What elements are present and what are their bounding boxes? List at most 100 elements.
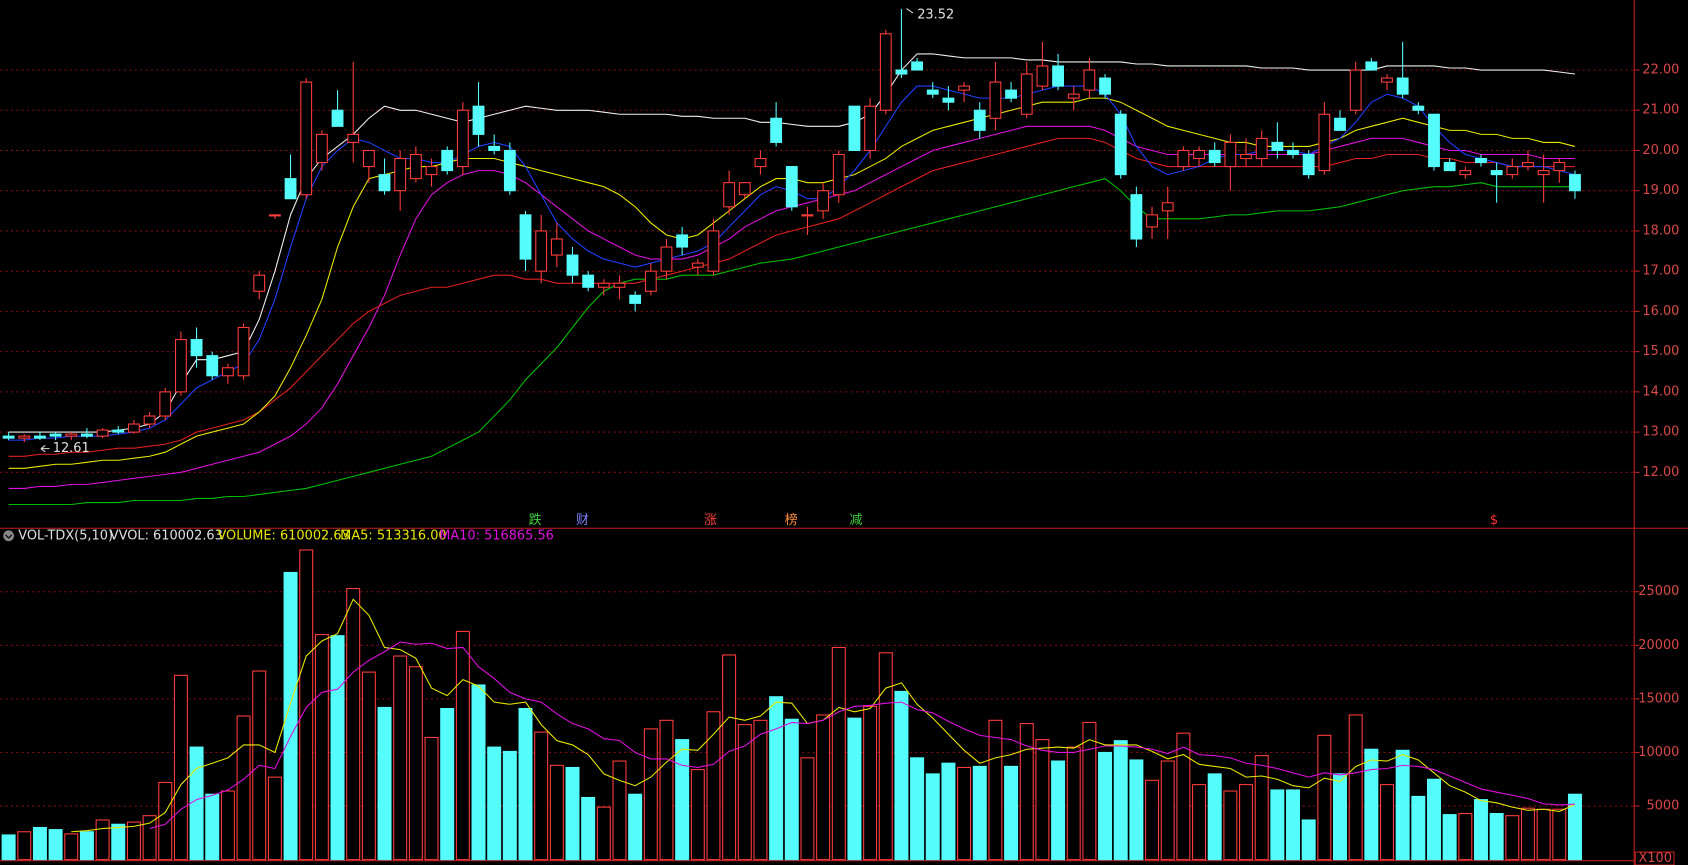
volume-bar bbox=[158, 781, 173, 861]
candle-body bbox=[268, 214, 281, 217]
candle-body bbox=[1005, 89, 1017, 99]
volume-bar bbox=[863, 705, 878, 861]
volume-bar bbox=[847, 717, 862, 861]
candle-body bbox=[1553, 162, 1566, 172]
candle-body bbox=[879, 33, 892, 111]
candle-body bbox=[1052, 65, 1064, 87]
candle-body bbox=[472, 105, 485, 135]
candle-body bbox=[926, 89, 939, 95]
volume-bar bbox=[1552, 808, 1567, 861]
price-panel: 12.00 13.00 14.00 15.00 16.00 17.00 18.00 19.00… bbox=[0, 8, 1679, 506]
candle-body bbox=[394, 157, 407, 192]
y-tick-label: 12.00 bbox=[1642, 465, 1679, 480]
candle-body bbox=[1318, 113, 1331, 172]
toggle-icon[interactable] bbox=[3, 530, 14, 542]
volume-bar bbox=[1035, 739, 1050, 861]
candle-body bbox=[550, 238, 563, 256]
volume-bar bbox=[205, 793, 220, 861]
volume-bar bbox=[1098, 751, 1113, 861]
volume-bar bbox=[267, 776, 282, 861]
candle-body bbox=[535, 230, 548, 272]
volume-bar bbox=[1051, 760, 1066, 861]
candle-body bbox=[488, 145, 501, 152]
volume-bar bbox=[565, 766, 580, 861]
candle-body bbox=[18, 435, 31, 439]
volume-bar bbox=[32, 826, 47, 861]
candle-body bbox=[441, 149, 454, 172]
volume-bar bbox=[126, 821, 141, 861]
candle-body bbox=[519, 214, 532, 260]
y-tick-label: 15.00 bbox=[1642, 344, 1679, 359]
signal: $ bbox=[1490, 513, 1498, 528]
candle-body bbox=[378, 174, 391, 192]
candle-body bbox=[347, 133, 360, 143]
candle-body bbox=[1255, 137, 1268, 160]
candle-body bbox=[958, 85, 971, 91]
unit-label: X100 bbox=[1638, 851, 1671, 865]
y-tick-label: 16.00 bbox=[1642, 304, 1679, 319]
volume-bar bbox=[142, 815, 157, 861]
candle-body bbox=[112, 429, 125, 433]
volume-panel: 5000 10000 15000 20000 25000 bbox=[0, 549, 1679, 861]
volume-bar bbox=[1239, 784, 1254, 861]
unit-box bbox=[1634, 851, 1675, 865]
volume-bar bbox=[1364, 748, 1379, 861]
candle-body bbox=[1412, 105, 1425, 111]
volume-bar bbox=[1176, 732, 1191, 861]
signal: 榜 bbox=[785, 512, 798, 528]
y-tick-label: 25000 bbox=[1638, 584, 1679, 599]
volume-bar bbox=[612, 760, 627, 861]
candle-body bbox=[801, 214, 814, 217]
volume-bar bbox=[346, 587, 361, 861]
volume-bar bbox=[189, 746, 204, 861]
volume-bar bbox=[393, 655, 408, 861]
ma-line bbox=[8, 178, 1575, 506]
volume-bar bbox=[1489, 813, 1504, 861]
volume-bar bbox=[941, 762, 956, 861]
toggle-arrow bbox=[5, 534, 13, 539]
volume-bar bbox=[1333, 773, 1348, 861]
candle-body bbox=[1099, 77, 1111, 95]
volume-bar bbox=[1442, 814, 1457, 861]
candle-body bbox=[1177, 149, 1190, 168]
candle-body bbox=[864, 105, 877, 152]
volume-bar bbox=[878, 652, 893, 861]
volume-bar bbox=[706, 711, 721, 861]
volume-bar bbox=[1473, 799, 1488, 861]
candle-body bbox=[221, 367, 234, 377]
volume-bar bbox=[330, 635, 345, 861]
volume-bar bbox=[1160, 760, 1175, 861]
candle-body bbox=[284, 178, 297, 200]
y-tick-label: 15000 bbox=[1638, 691, 1679, 706]
volume-bar bbox=[972, 765, 987, 861]
candle-body bbox=[1381, 77, 1393, 83]
volume-bar bbox=[596, 806, 611, 861]
candle-body bbox=[738, 182, 751, 196]
candle-body bbox=[2, 435, 15, 439]
low-pointer bbox=[40, 444, 50, 453]
volume-bar bbox=[1192, 784, 1207, 861]
volume-bar bbox=[1395, 749, 1410, 861]
volume-bar bbox=[737, 724, 752, 861]
high-pointer bbox=[906, 8, 914, 14]
y-tick-label: 17.00 bbox=[1642, 264, 1679, 279]
volume-bar bbox=[1223, 790, 1238, 861]
volume-bar bbox=[1145, 779, 1160, 861]
y-tick-label: 20.00 bbox=[1642, 143, 1679, 158]
volume-bar bbox=[1019, 722, 1034, 861]
candle-body bbox=[707, 230, 720, 272]
volume-bar bbox=[753, 719, 768, 861]
volume-bar bbox=[549, 764, 564, 861]
ma5-value: MA5: 513316.00 bbox=[340, 528, 446, 543]
candle-body bbox=[34, 435, 46, 439]
volume-bar bbox=[455, 630, 470, 861]
volume-bar bbox=[800, 757, 815, 861]
volume-bar bbox=[377, 706, 392, 861]
candle-body bbox=[425, 166, 438, 176]
candle-body bbox=[1302, 153, 1315, 176]
volume-bar bbox=[1505, 815, 1520, 861]
volume-bar bbox=[1207, 773, 1222, 861]
volume-bar bbox=[95, 819, 110, 861]
volume-bar bbox=[502, 750, 517, 861]
candle-body bbox=[644, 270, 657, 292]
